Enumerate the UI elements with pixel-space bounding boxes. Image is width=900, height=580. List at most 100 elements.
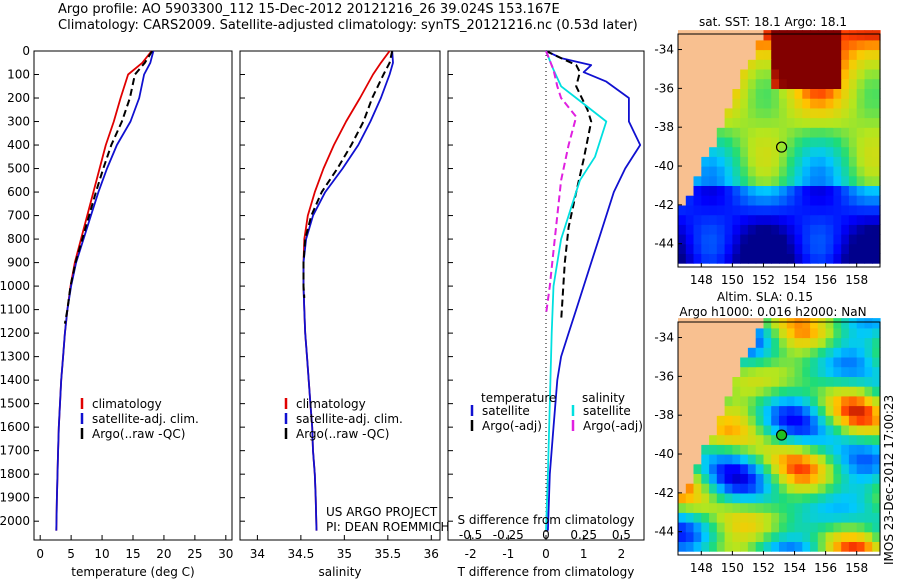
- map-cell: [771, 522, 780, 533]
- map-cell: [841, 347, 850, 358]
- map-cell: [825, 234, 834, 245]
- map-cell: [763, 156, 772, 167]
- map-cell: [817, 405, 827, 416]
- map-cell: [732, 195, 741, 206]
- map-cell: [678, 434, 687, 445]
- map-cell: [763, 337, 772, 348]
- map-cell: [678, 253, 687, 264]
- map-cell: [724, 434, 733, 445]
- map-cell: [740, 492, 749, 504]
- map-cell: [685, 39, 695, 51]
- map-cell: [825, 405, 834, 416]
- map-cell: [864, 454, 873, 465]
- map-cell: [685, 424, 695, 436]
- map-cell: [716, 318, 726, 329]
- map-cell: [678, 483, 687, 494]
- map-cell: [810, 463, 819, 474]
- map-cell: [685, 175, 695, 186]
- map-cell: [693, 224, 702, 235]
- map-cell: [856, 463, 866, 474]
- map-cell: [709, 146, 718, 157]
- map-cell: [841, 405, 850, 416]
- map-cell: [841, 185, 850, 196]
- map-cell: [747, 68, 757, 80]
- map-cell: [709, 386, 718, 397]
- map-cell: [732, 98, 741, 109]
- map-cell: [864, 175, 873, 186]
- map-cell: [817, 386, 827, 397]
- map-cell: [747, 318, 757, 329]
- map-cell: [732, 473, 741, 484]
- map-cell: [833, 512, 842, 523]
- map-cell: [716, 347, 726, 358]
- map-cell: [810, 454, 819, 465]
- map-cell: [810, 541, 819, 552]
- map-cell: [872, 253, 881, 264]
- map-cell: [732, 204, 741, 216]
- map-cell: [825, 224, 834, 235]
- map-cell: [872, 49, 881, 60]
- map-cell: [779, 444, 788, 455]
- map-cell: [825, 195, 834, 206]
- map-cell: [779, 454, 788, 465]
- map-cell: [678, 195, 687, 206]
- map-cell: [740, 39, 749, 51]
- map-cell: [755, 253, 765, 264]
- map-cell: [701, 454, 710, 465]
- map-lat-label: -42: [654, 486, 674, 500]
- map-cell: [848, 454, 858, 465]
- map-cell: [685, 204, 695, 216]
- map-cell: [810, 356, 819, 368]
- map-cell: [701, 88, 710, 99]
- map-cell: [872, 156, 881, 167]
- map-cell: [716, 49, 726, 60]
- map-cell: [864, 434, 873, 445]
- map-cell: [678, 502, 687, 513]
- map-cell: [848, 541, 858, 552]
- map-cell: [817, 502, 827, 513]
- map-cell: [817, 243, 827, 254]
- map-cell: [856, 78, 866, 89]
- map-lon-label: 152: [752, 273, 775, 287]
- map-cell: [810, 337, 819, 348]
- map-cell: [810, 156, 819, 167]
- map-cell: [701, 376, 710, 387]
- map-cell: [693, 424, 702, 436]
- map-cell: [872, 356, 881, 368]
- map-cell: [864, 146, 873, 157]
- map-cell: [833, 166, 842, 177]
- map-cell: [763, 327, 772, 339]
- difference-xtick-label: -1: [502, 547, 514, 561]
- map-cell: [724, 253, 733, 264]
- map-cell: [747, 117, 757, 128]
- map-cell: [716, 395, 726, 407]
- map-cell: [786, 386, 796, 397]
- map-cell: [841, 156, 850, 167]
- legend-header-salinity: salinity: [582, 391, 625, 405]
- map-cell: [786, 39, 796, 51]
- map-cell: [763, 473, 772, 484]
- map-cell: [678, 166, 687, 177]
- map-cell: [685, 68, 695, 80]
- map-cell: [794, 185, 803, 196]
- map-cell: [685, 224, 695, 235]
- map-cell: [802, 405, 811, 416]
- map-cell: [802, 243, 811, 254]
- map-cell: [724, 185, 733, 196]
- map-cell: [848, 98, 858, 109]
- map-cell: [856, 39, 866, 51]
- map-cell: [856, 166, 866, 177]
- salinity-legend-label: satellite-adj. clim.: [296, 412, 403, 426]
- map-cell: [848, 175, 858, 186]
- map-cell: [755, 204, 765, 216]
- pi-note: PI: DEAN ROEMMICH: [326, 520, 449, 534]
- map-cell: [802, 337, 811, 348]
- map-cell: [709, 356, 718, 368]
- map-cell: [701, 146, 710, 157]
- map-cell: [716, 415, 726, 426]
- map-cell: [740, 204, 749, 216]
- map-cell: [701, 68, 710, 80]
- map-cell: [678, 98, 687, 109]
- salinity-xtick-label: 35.5: [374, 547, 401, 561]
